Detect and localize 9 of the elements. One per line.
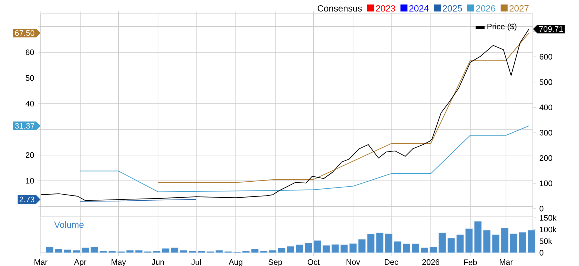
line-series (80, 126, 530, 192)
chart-title: Volume (54, 222, 84, 228)
legend-label: 2024 (410, 5, 429, 12)
line-series (158, 32, 530, 184)
legend-label: 2026 (476, 5, 496, 12)
legend-label: 2025 (443, 5, 462, 12)
legend-title: Consensus (318, 5, 362, 12)
legend-label: 2027 (510, 5, 529, 12)
legend-label: 2023 (376, 5, 396, 12)
